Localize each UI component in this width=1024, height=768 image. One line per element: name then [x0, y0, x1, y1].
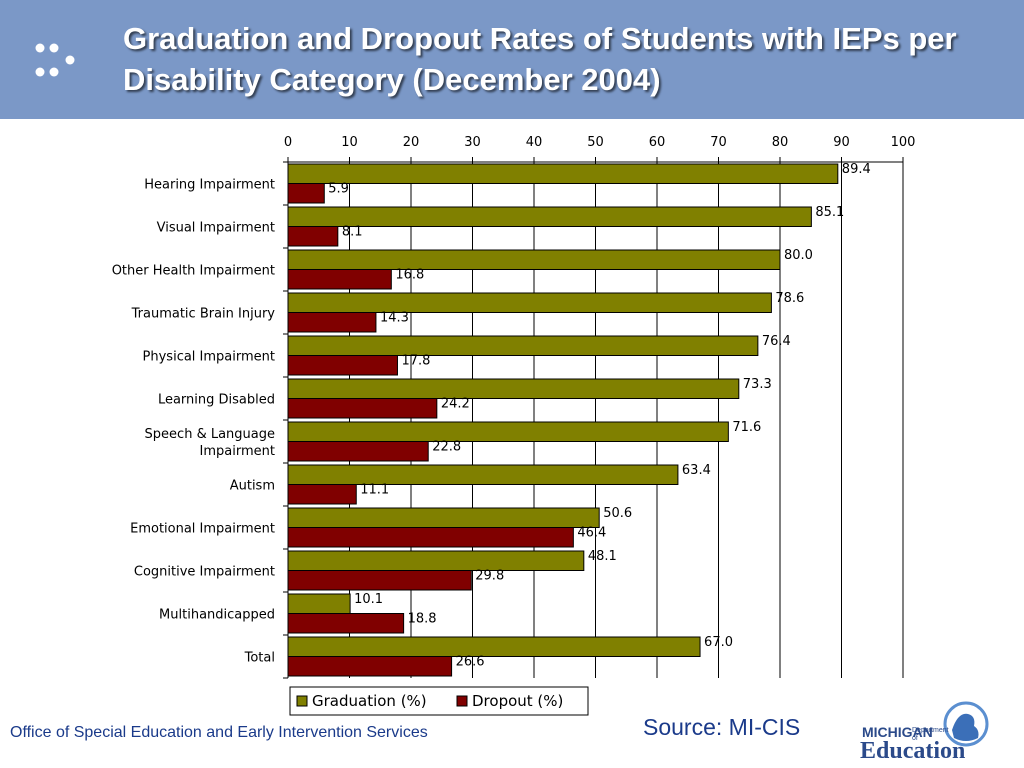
graduation-data-label: 63.4 — [682, 463, 711, 478]
legend-box — [289, 686, 589, 716]
graduation-bar — [287, 507, 600, 528]
category-label: Learning Disabled — [158, 393, 275, 408]
dropout-bar — [287, 484, 357, 505]
graduation-bar — [287, 378, 740, 399]
graduation-bar — [287, 163, 839, 184]
dropout-data-label: 18.8 — [408, 611, 437, 626]
dropout-data-label: 5.9 — [328, 181, 349, 196]
x-tick-label: 10 — [341, 135, 358, 150]
dropout-data-label: 17.8 — [401, 353, 430, 368]
dropout-bar — [287, 312, 377, 333]
graduation-data-label: 71.6 — [732, 420, 761, 435]
dropout-bar — [287, 441, 429, 462]
x-tick-label: 50 — [587, 135, 604, 150]
graduation-data-label: 76.4 — [762, 334, 791, 349]
logo-text-department: Department of — [912, 727, 949, 742]
legend-label: Graduation (%) — [312, 692, 427, 710]
graduation-data-label: 85.1 — [815, 205, 844, 220]
graduation-data-label: 80.0 — [784, 248, 813, 263]
dropout-bar — [287, 355, 398, 376]
dropout-bar — [287, 226, 339, 247]
dropout-bar — [287, 656, 453, 677]
dropout-data-label: 11.1 — [360, 482, 389, 497]
bullet-dots-icon — [35, 43, 75, 77]
category-label: Impairment — [200, 444, 275, 459]
graduation-bar — [287, 464, 679, 485]
graduation-bar — [287, 636, 701, 657]
dropout-bar — [287, 570, 472, 591]
logo-text-michigan: MICHIGAN — [862, 724, 933, 740]
x-tick-label: 90 — [833, 135, 850, 150]
category-label: Multihandicapped — [159, 608, 275, 623]
dropout-data-label: 22.8 — [432, 439, 461, 454]
dropout-data-label: 46.4 — [577, 525, 606, 540]
category-label: Cognitive Impairment — [134, 565, 275, 580]
graduation-bar — [287, 249, 781, 270]
graduation-bar — [287, 335, 759, 356]
x-tick-label: 60 — [649, 135, 666, 150]
category-label: Hearing Impairment — [144, 178, 275, 193]
logo-text-education: Education — [860, 738, 966, 764]
dropout-bar — [287, 398, 438, 419]
dropout-data-label: 24.2 — [441, 396, 470, 411]
dropout-data-label: 8.1 — [342, 224, 363, 239]
graduation-data-label: 50.6 — [603, 506, 632, 521]
michigan-education-logo: MICHIGAN Department of Education — [858, 700, 998, 764]
category-label: Emotional Impairment — [130, 522, 275, 537]
graduation-data-label: 48.1 — [588, 549, 617, 564]
x-tick-label: 100 — [891, 135, 916, 150]
x-tick-label: 70 — [710, 135, 727, 150]
category-label: Traumatic Brain Injury — [131, 307, 276, 322]
footer-office-text: Office of Special Education and Early In… — [10, 724, 428, 741]
graduation-bar — [287, 593, 351, 614]
x-tick-label: 0 — [284, 135, 292, 150]
dropout-bar — [287, 183, 325, 204]
dropout-data-label: 29.8 — [475, 568, 504, 583]
graduation-data-label: 73.3 — [743, 377, 772, 392]
logo-mark-icon — [943, 701, 989, 747]
dropout-data-label: 16.8 — [395, 267, 424, 282]
dropout-bar — [287, 269, 392, 290]
dropout-bar — [287, 613, 405, 634]
x-tick-label: 20 — [403, 135, 420, 150]
graduation-bar — [287, 206, 812, 227]
graduation-data-label: 67.0 — [704, 635, 733, 650]
dropout-data-label: 14.3 — [380, 310, 409, 325]
x-tick-label: 40 — [526, 135, 543, 150]
category-label: Physical Impairment — [143, 350, 275, 365]
slide-title: Graduation and Dropout Rates of Students… — [123, 21, 957, 97]
source-text: Source: MI-CIS — [643, 714, 801, 740]
graduation-bar — [287, 550, 585, 571]
graduation-data-label: 10.1 — [354, 592, 383, 607]
graduation-data-label: 78.6 — [775, 291, 804, 306]
category-label: Autism — [230, 479, 275, 494]
dropout-bar — [287, 527, 574, 548]
category-label: Speech & Language — [145, 427, 275, 442]
graduation-bar — [287, 292, 772, 313]
dropout-data-label: 26.6 — [456, 654, 485, 669]
bar-chart: 0 10 20 30 40 50 60 70 80 90 100 89.4 5.9 Hearing Imp… — [112, 135, 916, 716]
graduation-bar — [287, 421, 729, 442]
category-label: Total — [244, 651, 275, 666]
slide-header: Graduation and Dropout Rates of Students… — [0, 0, 1024, 119]
graduation-data-label: 89.4 — [842, 162, 871, 177]
category-label: Visual Impairment — [157, 221, 275, 236]
legend-label: Dropout (%) — [472, 692, 563, 710]
category-label: Other Health Impairment — [112, 264, 275, 279]
x-tick-label: 80 — [772, 135, 789, 150]
legend-swatch — [296, 695, 308, 707]
legend-swatch — [456, 695, 468, 707]
x-tick-label: 30 — [464, 135, 481, 150]
